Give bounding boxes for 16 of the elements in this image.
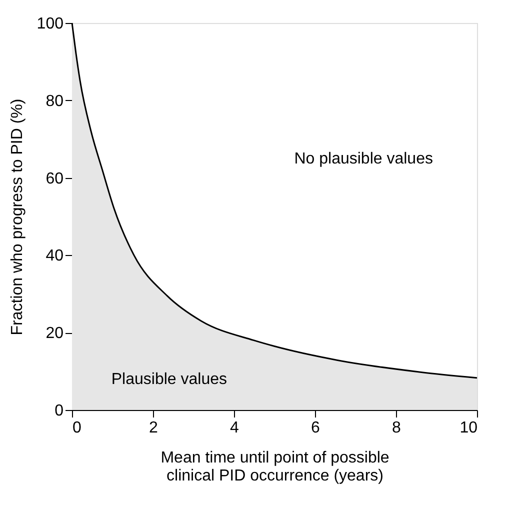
y-axis-title: Fraction who progress to PID (%)	[8, 98, 26, 336]
y-tick-label: 40	[46, 248, 64, 265]
x-tick-label: 8	[392, 420, 402, 436]
x-axis-title: Mean time until point of possible clinical PID occurrence (years)	[160, 450, 390, 484]
y-tick-label: 80	[46, 92, 64, 110]
x-tick-label: 0	[72, 420, 82, 436]
x-tick-label: 4	[230, 420, 240, 436]
y-tick-label: 0	[54, 402, 64, 420]
x-tick-label: 6	[311, 420, 320, 436]
y-tick-label: 20	[46, 325, 64, 342]
annotation: No plausible values	[294, 150, 433, 168]
y-tick-label: 100	[36, 16, 64, 32]
annotation: Plausible values	[111, 371, 228, 388]
x-tick-label: 2	[149, 420, 158, 436]
y-tick-label: 60	[46, 170, 64, 188]
x-tick-label: 10	[460, 420, 478, 436]
